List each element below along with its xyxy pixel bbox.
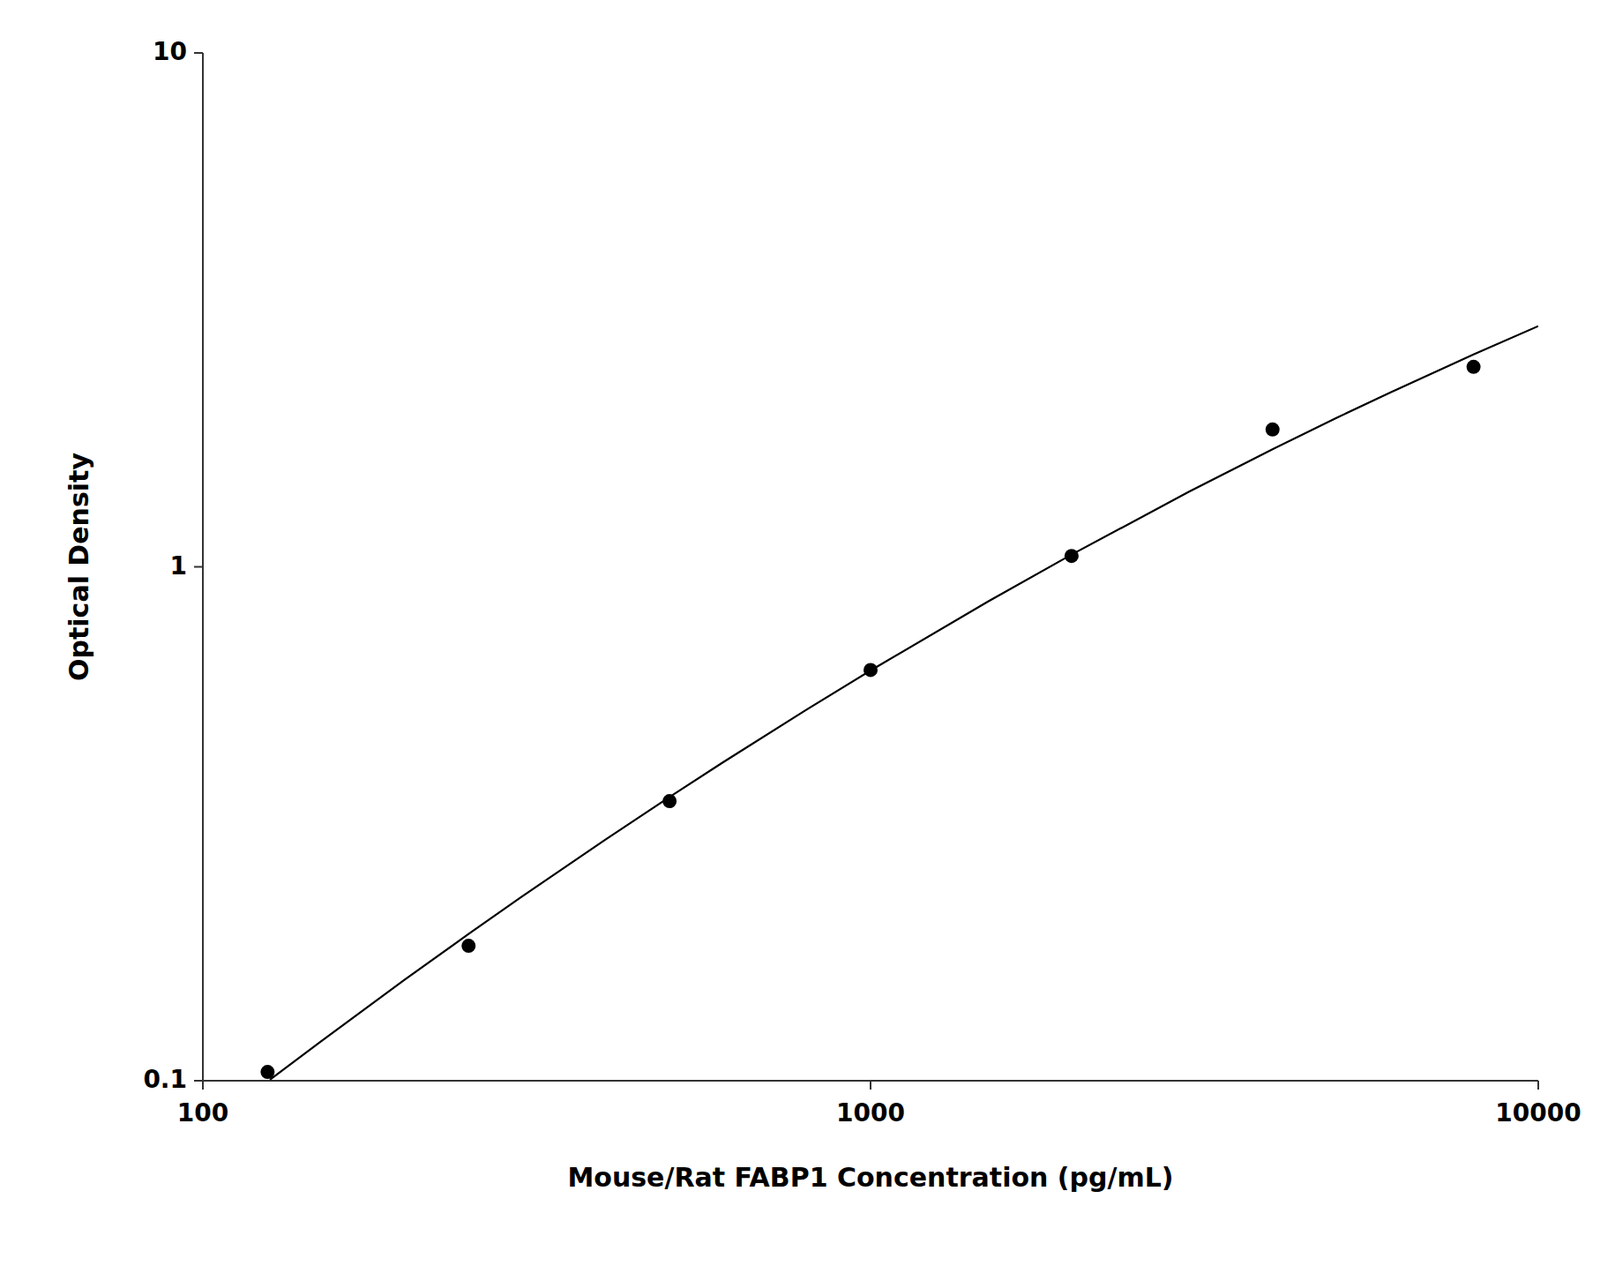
data-point <box>1466 359 1481 374</box>
y-tick <box>194 566 203 569</box>
chart: 100 1000 10000 0.1 1 10 Mouse/Rat FABP1 Concen… <box>0 0 1600 1266</box>
x-axis-label: Mouse/Rat FABP1 Concentration (pg/mL) <box>567 1161 1174 1193</box>
y-tick <box>194 52 203 54</box>
y-tick-label: 1 <box>170 551 187 581</box>
data-point <box>461 938 476 953</box>
data-point <box>1064 548 1079 563</box>
axes: 100 1000 10000 0.1 1 10 <box>142 37 1581 1128</box>
x-tick-label: 1000 <box>836 1098 905 1128</box>
x-tick <box>1537 1080 1540 1090</box>
plot-area <box>260 326 1539 1080</box>
y-axis-label: Optical Density <box>63 452 95 681</box>
background <box>0 0 1600 1266</box>
y-tick-label: 0.1 <box>142 1064 187 1094</box>
data-point <box>662 793 677 808</box>
fit-line <box>269 326 1539 1080</box>
y-tick-label: 10 <box>152 37 187 67</box>
x-tick <box>201 1080 204 1090</box>
x-tick-label: 10000 <box>1495 1098 1581 1128</box>
x-tick-label: 100 <box>177 1098 229 1128</box>
y-tick <box>194 1079 203 1082</box>
x-tick <box>869 1080 872 1090</box>
data-point <box>863 662 878 677</box>
data-point <box>1265 422 1280 437</box>
data-point <box>260 1064 275 1079</box>
